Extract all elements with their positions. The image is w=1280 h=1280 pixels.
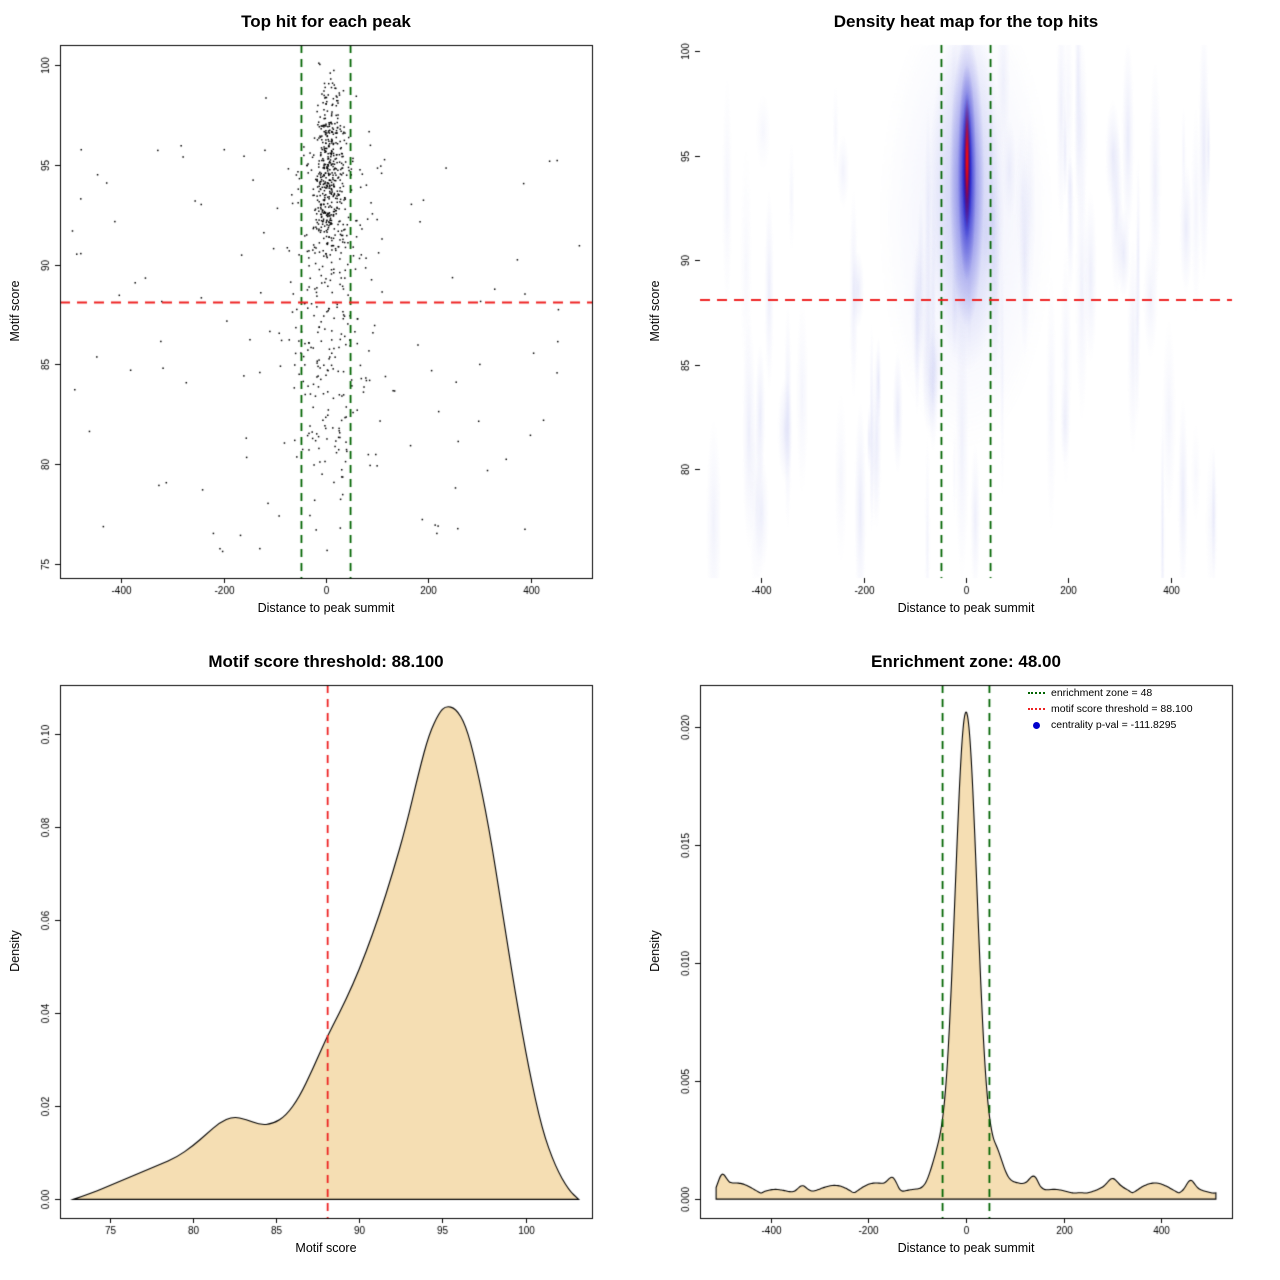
legend-item-enrichment-zone: enrichment zone = 48 (1028, 686, 1193, 700)
legend-label-score-threshold: motif score threshold = 88.100 (1051, 703, 1193, 715)
legend: enrichment zone = 48 motif score thresho… (1028, 686, 1193, 732)
enrichment-xlabel: Distance to peak summit (897, 1241, 1035, 1255)
scatter-ylabel: Motif score (8, 280, 22, 342)
green-dotted-line-icon (1028, 692, 1045, 694)
heatmap-xlabel: Distance to peak summit (897, 601, 1035, 615)
legend-item-score-threshold: motif score threshold = 88.100 (1028, 702, 1193, 716)
panel-top-hit-scatter: Top hit for each peak Distance to peak s… (0, 0, 640, 640)
score-density-xlabel: Motif score (295, 1241, 357, 1255)
heatmap-canvas (640, 0, 1280, 640)
score-density-canvas (0, 640, 640, 1280)
blue-dot-icon (1033, 721, 1040, 729)
heatmap-title: Density heat map for the top hits (833, 12, 1099, 31)
scatter-plot-canvas (0, 0, 640, 640)
enrichment-ylabel: Density (648, 930, 662, 972)
legend-label-centrality-pval: centrality p-val = -111.8295 (1051, 719, 1177, 731)
enrichment-title: Enrichment zone: 48.00 (871, 652, 1061, 671)
score-density-title: Motif score threshold: 88.100 (208, 652, 444, 671)
scatter-xlabel: Distance to peak summit (257, 601, 395, 615)
panel-motif-score-density: Motif score threshold: 88.100 Motif scor… (0, 640, 640, 1280)
panel-enrichment-zone-density: Enrichment zone: 48.00 Distance to peak … (640, 640, 1280, 1280)
panel-density-heatmap: Density heat map for the top hits Distan… (640, 0, 1280, 640)
distance-density-canvas (640, 640, 1280, 1280)
legend-label-enrichment-zone: enrichment zone = 48 (1051, 687, 1153, 699)
red-dotted-line-icon (1028, 708, 1045, 710)
scatter-title: Top hit for each peak (241, 12, 411, 31)
score-density-ylabel: Density (8, 930, 22, 972)
heatmap-ylabel: Motif score (648, 280, 662, 342)
legend-item-centrality-pval: centrality p-val = -111.8295 (1028, 718, 1193, 732)
